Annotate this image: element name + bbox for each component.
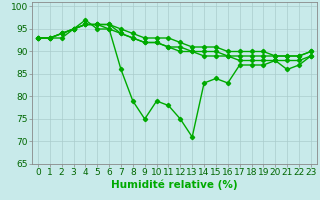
X-axis label: Humidité relative (%): Humidité relative (%) xyxy=(111,180,238,190)
